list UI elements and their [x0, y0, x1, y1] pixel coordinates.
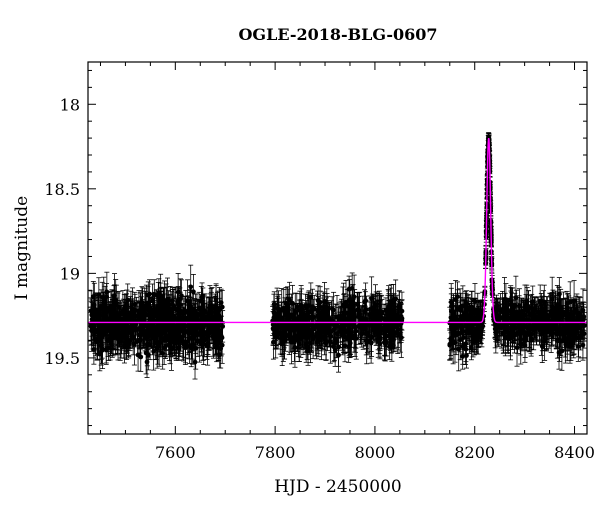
- x-tick-label: 8200: [454, 443, 495, 462]
- y-tick-label: 19.5: [44, 349, 80, 368]
- x-tick-label: 8400: [554, 443, 595, 462]
- y-tick-label: 18: [60, 95, 80, 114]
- x-tick-label: 8000: [355, 443, 396, 462]
- data-point: [220, 310, 226, 343]
- data-points-layer: [88, 132, 587, 380]
- y-tick-label: 19: [60, 264, 80, 283]
- x-axis-label: HJD - 2450000: [274, 477, 402, 497]
- axis-ticks: 7600 7800 8000 8200 8400 18 18.5 19 19.5: [44, 62, 595, 462]
- plot-frame: [87, 61, 588, 435]
- x-tick-label: 7800: [255, 443, 296, 462]
- data-point: [207, 293, 213, 322]
- data-point: [178, 279, 184, 312]
- y-tick-label: 18.5: [44, 180, 80, 199]
- data-point: [185, 279, 191, 323]
- y-axis-label: I magnitude: [12, 196, 32, 300]
- chart-title: OGLE-2018-BLG-0607: [238, 25, 437, 44]
- x-tick-label: 7600: [155, 443, 196, 462]
